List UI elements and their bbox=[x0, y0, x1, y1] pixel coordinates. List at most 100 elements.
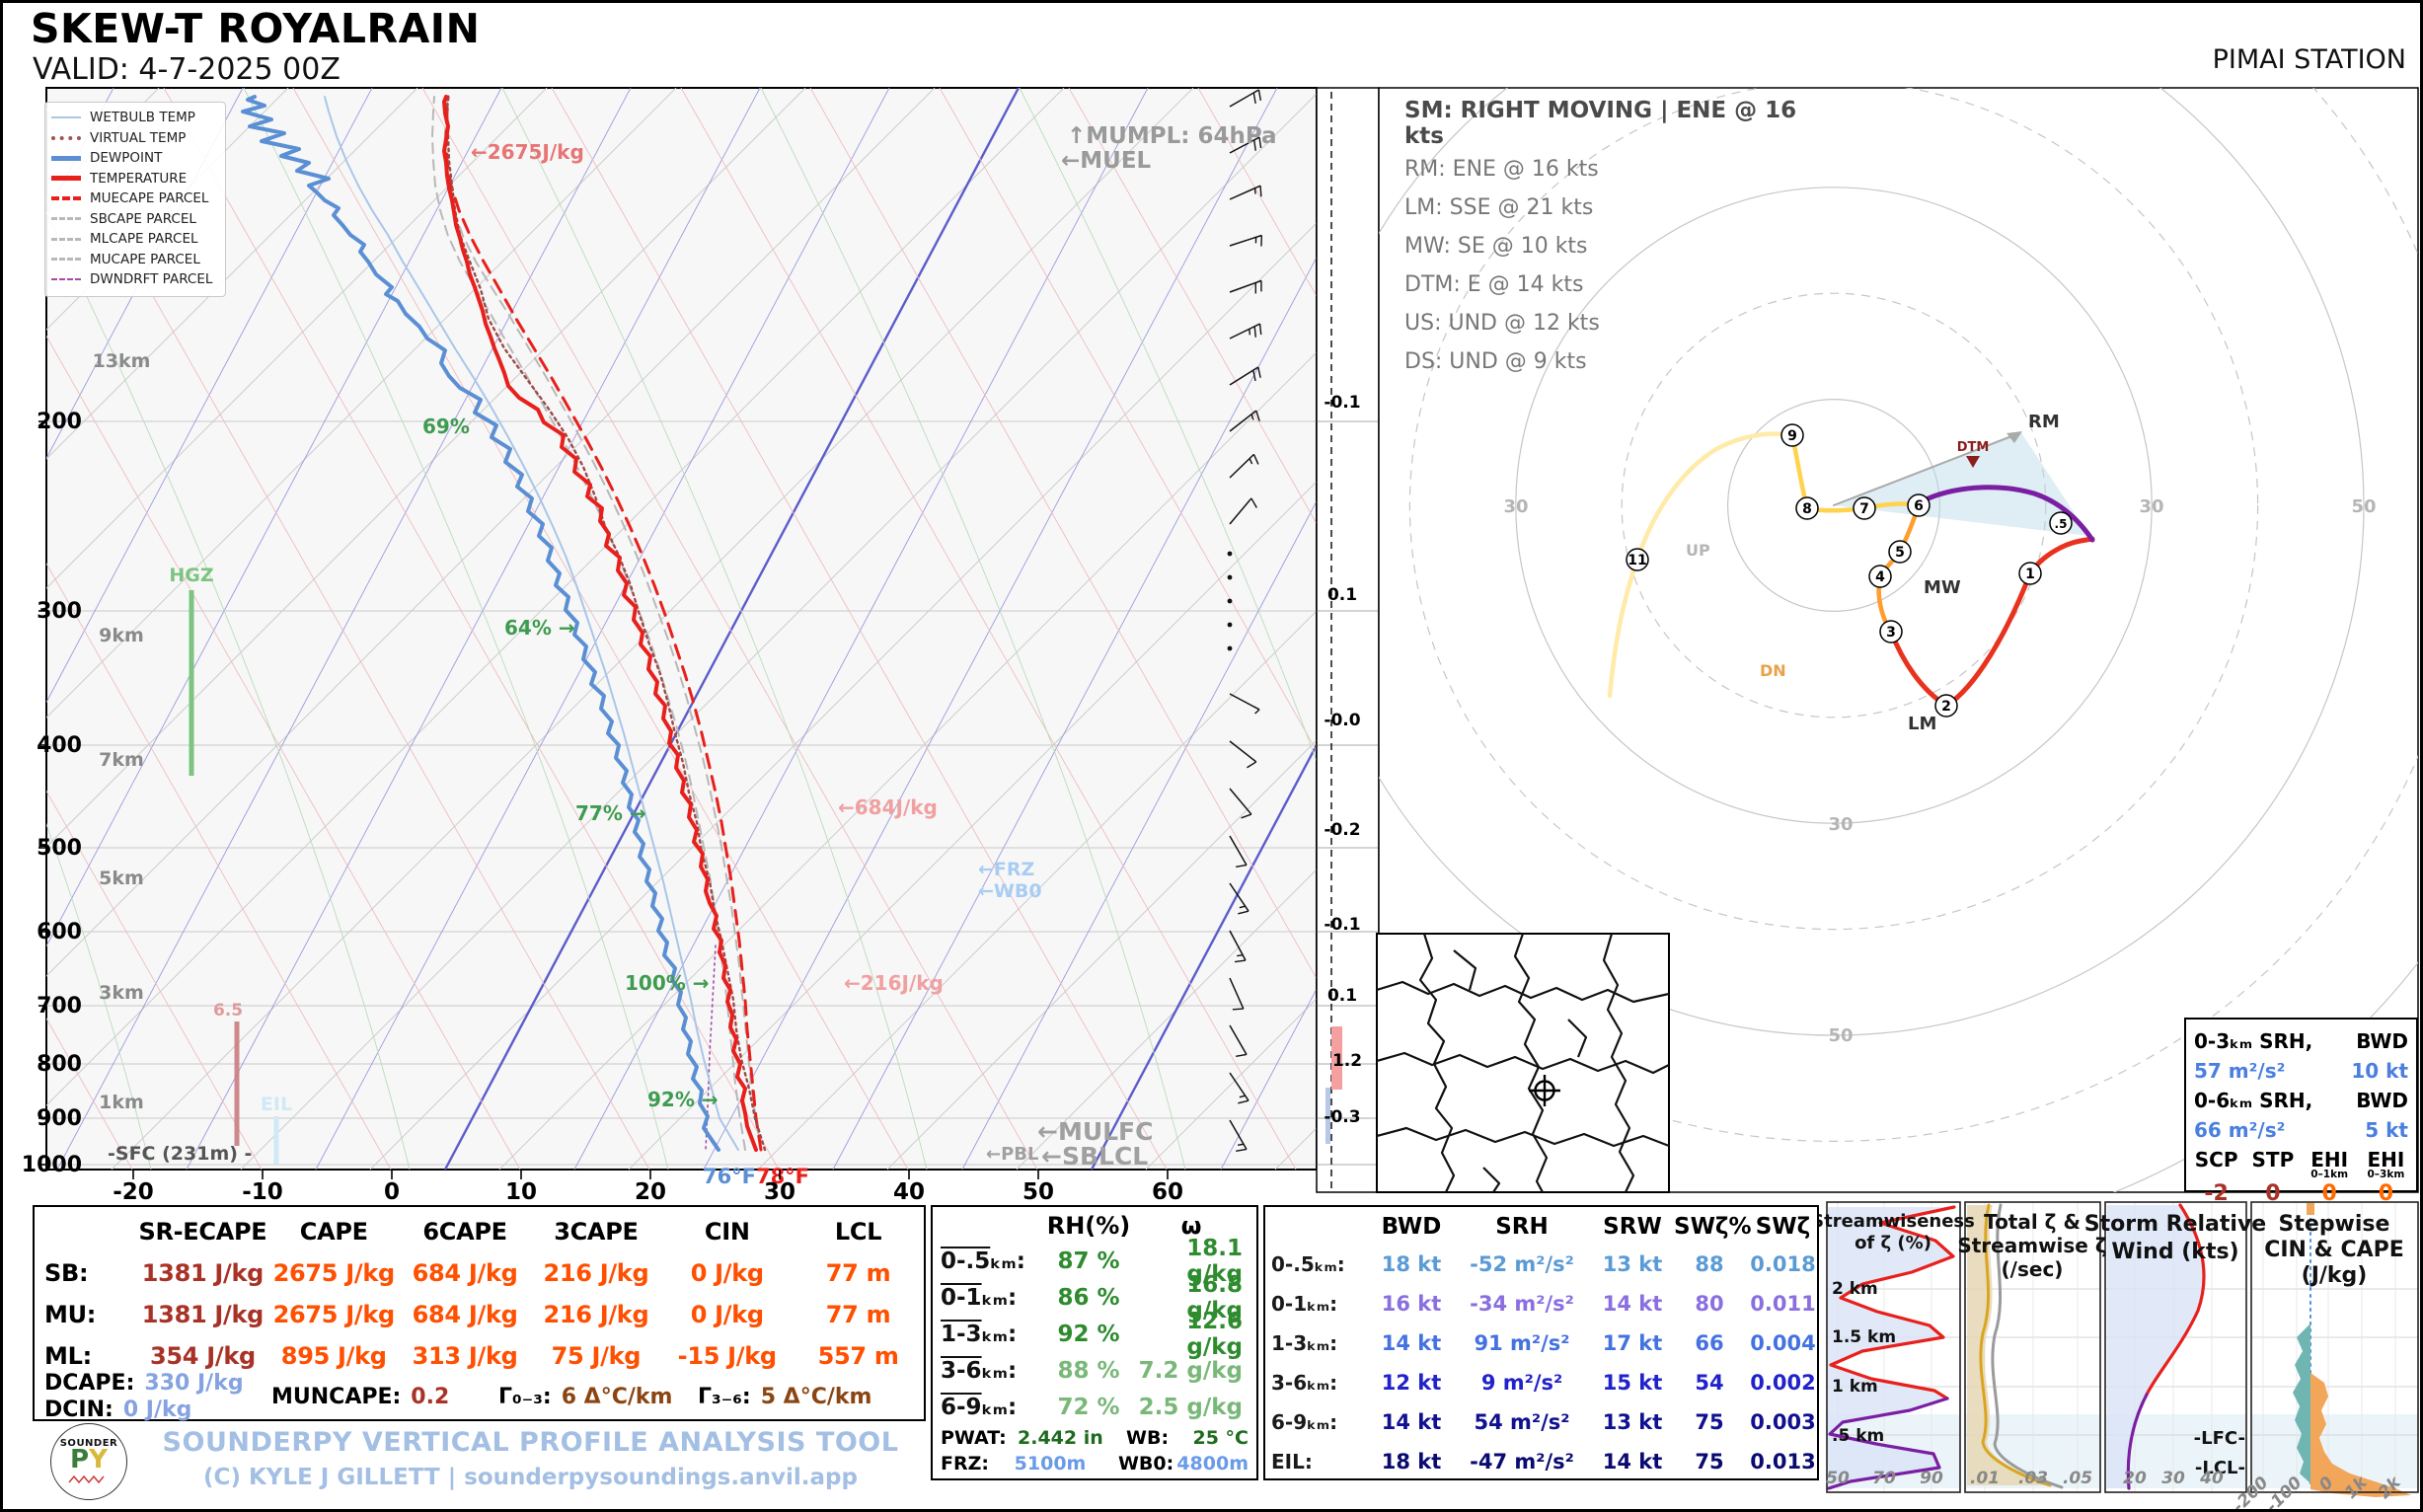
swz-header: SWζ bbox=[1755, 1214, 1811, 1240]
col-3cape: 3CAPE bbox=[554, 1218, 639, 1246]
logo-squiggle-icon bbox=[68, 1474, 105, 1484]
muecape-line-icon bbox=[51, 196, 81, 201]
motion-lm: LM: SSE @ 21 kts bbox=[1404, 195, 1594, 220]
lfc-label: -LFC- bbox=[2194, 1428, 2245, 1449]
eil-label: EIL bbox=[261, 1094, 292, 1115]
svg-text:(J/kg): (J/kg) bbox=[2302, 1263, 2368, 1288]
omega-label: 0.1 bbox=[1327, 986, 1357, 1006]
dtm-label: DTM bbox=[1957, 440, 1990, 455]
storm-motion-arrowhead bbox=[2007, 431, 2022, 443]
svg-text:Wind (kts): Wind (kts) bbox=[2111, 1240, 2238, 1264]
streamwiseness-upper-curve bbox=[1829, 1205, 1956, 1400]
omega-label: -0.2 bbox=[1324, 820, 1360, 840]
mini-plot-text: Streamwiseness of ζ (%) Total ζ & Stream… bbox=[1811, 1210, 2404, 1478]
stepwise-cape-area bbox=[2310, 1373, 2411, 1497]
map-inset bbox=[1376, 933, 1670, 1193]
wetbulb-line-icon bbox=[51, 116, 81, 119]
legend-item: MUECAPE PARCEL bbox=[51, 189, 219, 209]
ring-label: 50 bbox=[2351, 496, 2376, 517]
srw-upper-curve bbox=[2145, 1203, 2206, 1397]
storm-motion-title: SM: RIGHT MOVING | ENE @ 16 kts bbox=[1404, 98, 1797, 149]
legend-item: TEMPERATURE bbox=[51, 169, 219, 189]
height-marker: 1 bbox=[2025, 567, 2035, 582]
zeta-title: Total ζ & bbox=[1984, 1210, 2081, 1234]
height-label: 9km bbox=[99, 625, 144, 646]
ring-label: 30 bbox=[2139, 496, 2163, 517]
shear-row: 3-6ₖₘ: 12 kt 9 m²/s² 15 kt 54 0.002 bbox=[1271, 1371, 1816, 1395]
bwd-0-3-value: 10 kt bbox=[2351, 1059, 2408, 1083]
dgz-label: 6.5 bbox=[213, 1001, 243, 1021]
motion-dtm: DTM: E @ 14 kts bbox=[1404, 272, 1584, 297]
swpct-header: SWζ% bbox=[1674, 1214, 1752, 1240]
hodograph-rings bbox=[1379, 88, 2418, 1192]
shear-row: 6-9ₖₘ: 14 kt 54 m²/s² 13 kt 75 0.003 bbox=[1271, 1410, 1816, 1434]
mini-ylabel: .5 km bbox=[1832, 1426, 1884, 1446]
shear-row: EIL: 18 kt -47 m²/s² 14 kt 75 0.013 bbox=[1271, 1450, 1816, 1474]
dn-label: DN bbox=[1760, 661, 1786, 680]
moisture-row: 3-6ₖₘ: 88 % 7.2 g/kg bbox=[941, 1357, 1243, 1384]
pressure-label: 200 bbox=[37, 410, 82, 434]
srh-bwd-box: 0-3ₖₘ SRH, BWD 57 m²/s² 10 kt 0-6ₖₘ SRH, BW… bbox=[2184, 1018, 2418, 1206]
moisture-row: 6-9ₖₘ: 72 % 2.5 g/kg bbox=[941, 1394, 1243, 1420]
pwat-row: PWAT: 2.442 in WB: 25 °C bbox=[941, 1427, 1249, 1449]
svg-text:CIN & CAPE: CIN & CAPE bbox=[2264, 1238, 2404, 1262]
height-label: 1km bbox=[99, 1092, 144, 1113]
height-marker: .5 bbox=[2055, 517, 2068, 531]
dtm-marker bbox=[1966, 456, 1980, 468]
svg-text:70: 70 bbox=[1872, 1469, 1896, 1488]
ring-label: 30 bbox=[1503, 496, 1528, 517]
pressure-label: 300 bbox=[37, 599, 82, 624]
ring-label: 30 bbox=[1828, 814, 1853, 835]
trace-9-12km bbox=[1607, 431, 1795, 699]
mumpl-annotation: ↑MUMPL: 64hPa bbox=[1067, 123, 1277, 149]
omega-label: -0.1 bbox=[1324, 915, 1360, 935]
moisture-row: 0-1ₖₘ: 86 % 16.8 g/kg bbox=[941, 1271, 1243, 1323]
temp-label: 60 bbox=[1152, 1179, 1183, 1205]
temp-label: -10 bbox=[242, 1179, 283, 1205]
motion-ds: DS: UND @ 9 kts bbox=[1404, 349, 1587, 374]
footer: SOUNDER PY SOUNDERPY VERTICAL PROFILE AN… bbox=[33, 1421, 926, 1504]
legend-item: VIRTUAL TEMP bbox=[51, 128, 219, 149]
height-marker: 2 bbox=[1941, 699, 1951, 715]
stp-header: STP bbox=[2251, 1148, 2295, 1172]
svg-text:30: 30 bbox=[2161, 1469, 2185, 1488]
pressure-label: 700 bbox=[37, 994, 82, 1019]
legend-item: DEWPOINT bbox=[51, 148, 219, 169]
map-station-crosshair-icon bbox=[1529, 1075, 1560, 1106]
rm-label: RM bbox=[2028, 412, 2060, 432]
svg-text:(/sec): (/sec) bbox=[2002, 1257, 2064, 1281]
cape-2675-annotation: ←2675J/kg bbox=[471, 140, 584, 164]
srh-0-3-value: 57 m²/s² bbox=[2194, 1059, 2286, 1083]
height-marker: 5 bbox=[1895, 545, 1905, 561]
moisture-row: 0-.5ₖₘ: 87 % 18.1 g/kg bbox=[941, 1235, 1243, 1287]
trace-0-1km bbox=[1919, 485, 2095, 543]
storm-motion-block: SM: RIGHT MOVING | ENE @ 16 kts RM: ENE … bbox=[1404, 98, 1819, 388]
height-marker: 7 bbox=[1859, 501, 1869, 517]
srh-0-6-label: 0-6ₖₘ SRH, bbox=[2194, 1089, 2313, 1112]
svg-text:.05: .05 bbox=[2063, 1469, 2092, 1488]
height-label: 3km bbox=[99, 982, 144, 1004]
pressure-label: 400 bbox=[37, 733, 82, 758]
valid-time: VALID: 4-7-2025 00Z bbox=[33, 52, 341, 87]
row-mu: MU: bbox=[44, 1301, 97, 1328]
cape-216-annotation: ←216J/kg bbox=[844, 971, 944, 995]
stepwise-cin-area bbox=[2293, 1323, 2310, 1483]
col-srecape: SR-ECAPE bbox=[138, 1218, 267, 1246]
virtual-temp-line-icon bbox=[51, 135, 81, 140]
ehi-0-3-value: 0 bbox=[2378, 1181, 2394, 1206]
stp-value: 0 bbox=[2265, 1181, 2281, 1206]
frz-annotation: ←FRZ bbox=[978, 859, 1034, 880]
pressure-label: 500 bbox=[37, 836, 82, 861]
temp-label: 50 bbox=[1022, 1179, 1054, 1205]
mulfc-annotation: ←MULFC bbox=[1037, 1117, 1153, 1146]
map-district-boundaries bbox=[1377, 934, 1669, 1192]
height-marker: 8 bbox=[1802, 501, 1812, 517]
storm-sector-wedge bbox=[1834, 431, 2089, 536]
sbcape-parcel-curve bbox=[444, 96, 762, 1151]
srw-title: Storm Relative bbox=[2084, 1212, 2266, 1237]
ehi-0-3-header: EHI bbox=[2367, 1148, 2405, 1172]
up-label: UP bbox=[1686, 541, 1710, 560]
srw-header: SRW bbox=[1603, 1214, 1662, 1240]
shear-row: 0-.5ₖₘ: 18 kt -52 m²/s² 13 kt 88 0.018 bbox=[1271, 1252, 1816, 1276]
mini-plot-borders bbox=[1826, 1201, 2419, 1493]
